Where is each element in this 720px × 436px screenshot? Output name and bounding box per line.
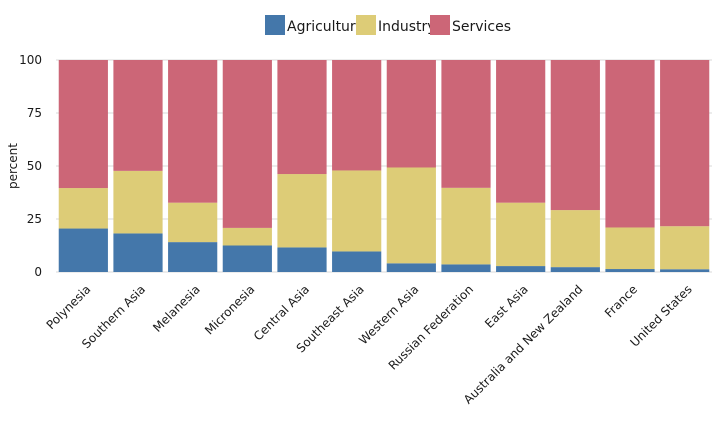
bar-agriculture-2 <box>113 233 163 272</box>
x-tick-label: Micronesia <box>202 282 257 337</box>
bar-industry-7 <box>386 167 436 264</box>
bar-agriculture-9 <box>496 266 546 272</box>
bar-services-7 <box>386 60 436 168</box>
bar-agriculture-4 <box>222 245 272 272</box>
bar-services-3 <box>168 60 218 203</box>
bar-services-10 <box>550 60 600 211</box>
y-tick-label: 100 <box>19 53 42 67</box>
bar-industry-10 <box>550 210 600 268</box>
legend-label-agriculture: Agriculture <box>287 19 364 35</box>
y-axis: 0 25 50 75 100 <box>19 53 42 279</box>
bar-agriculture-1 <box>58 228 108 272</box>
y-tick-label: 0 <box>34 265 42 279</box>
bar-services-4 <box>222 60 272 228</box>
bar-industry-2 <box>113 170 163 234</box>
bar-industry-4 <box>222 227 272 246</box>
y-axis-title: percent <box>6 143 20 189</box>
bar-services-8 <box>441 60 491 188</box>
legend-swatch-services <box>430 15 450 35</box>
gridlines <box>56 59 712 273</box>
bar-services-6 <box>332 60 382 171</box>
legend-label-industry: Industry <box>378 19 436 35</box>
bar-agriculture-12 <box>660 269 710 272</box>
bar-services-12 <box>660 60 710 227</box>
y-tick-label: 50 <box>27 159 42 173</box>
x-tick-label: East Asia <box>482 282 531 331</box>
bar-industry-3 <box>168 202 218 243</box>
bar-agriculture-3 <box>168 242 218 272</box>
bar-industry-6 <box>332 170 382 252</box>
bar-agriculture-11 <box>605 269 655 272</box>
bars <box>58 60 710 272</box>
x-tick-label: Polynesia <box>44 282 94 332</box>
bar-agriculture-10 <box>550 267 600 272</box>
bar-industry-5 <box>277 174 327 248</box>
legend-label-services: Services <box>452 19 511 35</box>
bar-industry-11 <box>605 227 655 270</box>
x-tick-label: France <box>602 282 640 320</box>
bar-services-2 <box>113 60 163 171</box>
y-tick-label: 25 <box>27 212 42 226</box>
bar-industry-1 <box>58 188 108 229</box>
legend-swatch-industry <box>356 15 376 35</box>
bar-industry-8 <box>441 187 491 265</box>
bar-services-11 <box>605 60 655 228</box>
bar-agriculture-7 <box>386 263 436 272</box>
bar-agriculture-5 <box>277 247 327 272</box>
x-tick-label: Australia and New Zealand <box>461 282 586 407</box>
bar-services-9 <box>496 60 546 203</box>
bar-services-5 <box>277 60 327 175</box>
bar-industry-9 <box>496 202 546 267</box>
bar-services-1 <box>58 60 108 189</box>
bar-agriculture-8 <box>441 264 491 272</box>
y-tick-label: 75 <box>27 106 42 120</box>
x-tick-label: Central Asia <box>251 282 312 343</box>
legend: Agriculture Industry Services <box>265 15 511 35</box>
x-tick-label: Melanesia <box>150 282 203 335</box>
bar-agriculture-6 <box>332 251 382 272</box>
bar-industry-12 <box>660 226 710 270</box>
legend-swatch-agriculture <box>265 15 285 35</box>
